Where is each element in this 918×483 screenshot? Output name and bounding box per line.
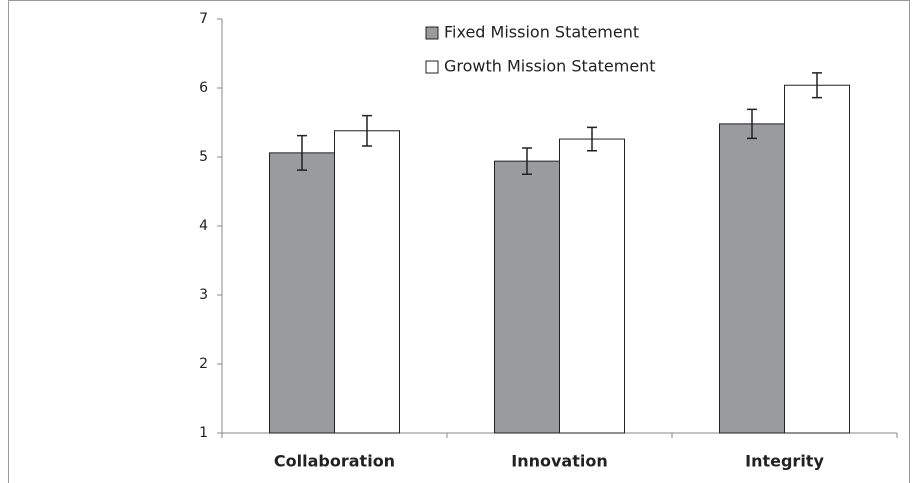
bar <box>334 130 400 434</box>
x-tick-label: Collaboration <box>274 452 395 471</box>
y-tick-label: 2 <box>199 356 208 372</box>
legend-swatch <box>425 60 439 74</box>
y-tick-label: 1 <box>199 425 208 441</box>
bar <box>269 152 335 434</box>
error-bar <box>522 147 532 175</box>
x-tick-label: Integrity <box>745 452 824 471</box>
y-tick-label: 4 <box>199 218 208 234</box>
error-bar <box>587 126 597 152</box>
y-tick-label: 3 <box>199 287 208 303</box>
error-bar <box>812 72 822 99</box>
bar <box>494 160 560 434</box>
bar <box>784 84 850 434</box>
bar <box>719 123 785 434</box>
error-bar <box>747 108 757 140</box>
x-tick-label: Innovation <box>511 452 607 471</box>
y-tick-label: 6 <box>199 80 208 96</box>
bar <box>559 138 625 434</box>
legend-label: Fixed Mission Statement <box>444 23 639 42</box>
y-tick-label: 5 <box>199 149 208 165</box>
y-tick-label: 7 <box>199 11 208 27</box>
legend-swatch <box>425 26 439 40</box>
error-bar <box>297 134 307 171</box>
legend-label: Growth Mission Statement <box>444 57 656 76</box>
error-bar <box>362 114 372 147</box>
